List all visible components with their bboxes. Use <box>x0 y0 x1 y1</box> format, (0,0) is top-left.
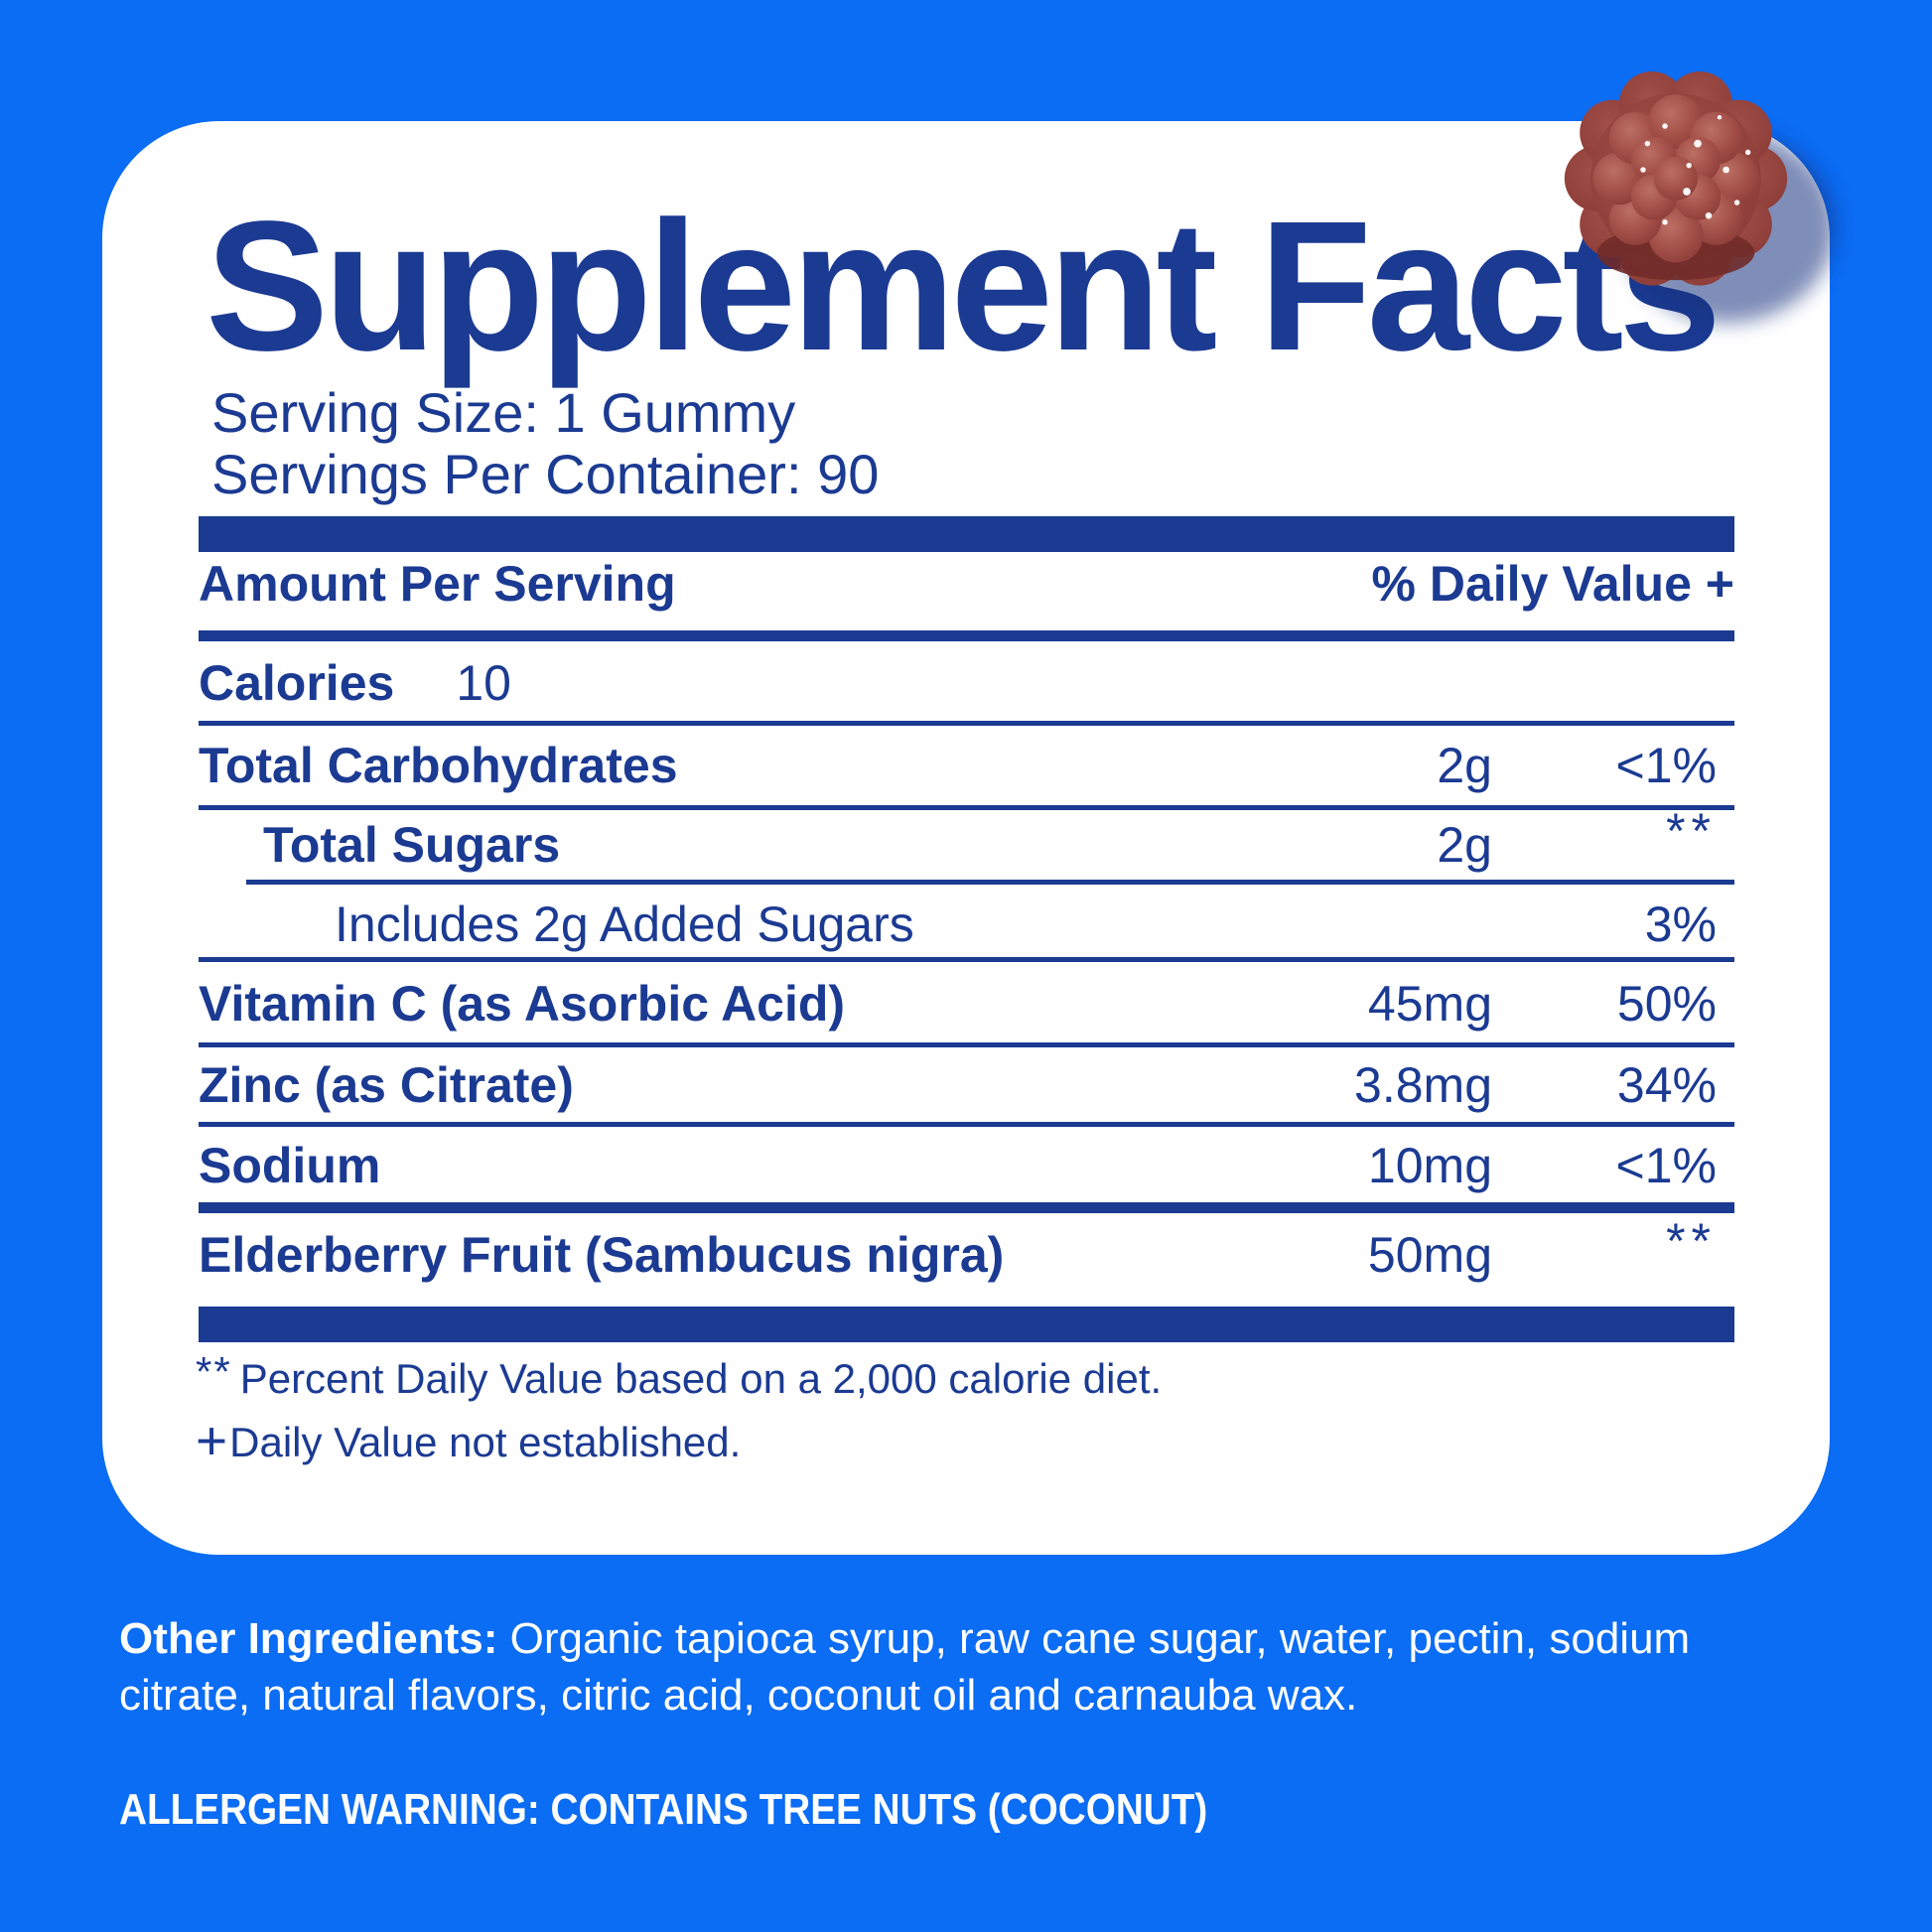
header-divider-bar <box>199 630 1734 641</box>
row-divider <box>199 1122 1734 1127</box>
row-added-sugars: Includes 2g Added Sugars <box>335 897 914 952</box>
row-calories: Calories 10 <box>199 655 511 711</box>
table-bottom-bar <box>199 1307 1734 1342</box>
row-elderberry: Elderberry Fruit (Sambucus nigra) <box>199 1227 1005 1283</box>
zinc-dv: 34% <box>1616 1057 1717 1113</box>
carbs-amount: 2g <box>1437 738 1492 793</box>
added-sugars-dv: 3% <box>1644 897 1717 952</box>
sugars-dv: ** <box>1666 803 1717 859</box>
row-divider <box>246 880 1734 885</box>
serving-info: Serving Size: 1 Gummy Servings Per Conta… <box>211 382 879 505</box>
vitamin-c-amount: 45mg <box>1367 976 1492 1032</box>
row-total-sugars: Total Sugars <box>263 817 561 873</box>
servings-per-container-line: Servings Per Container: 90 <box>211 443 880 505</box>
footnote-daily-value: ** Percent Daily Value based on a 2,000 c… <box>196 1348 1163 1402</box>
other-ingredients: Other Ingredients: Organic tapioca syrup… <box>119 1610 1698 1724</box>
elderberry-dv: ** <box>1666 1213 1717 1269</box>
row-divider <box>199 721 1734 726</box>
elderberry-amount: 50mg <box>1367 1227 1492 1283</box>
sodium-divider-bar <box>199 1202 1734 1213</box>
sodium-dv: <1% <box>1615 1138 1717 1193</box>
table-row: Zinc (as Citrate) 3.8mg 34% <box>199 1059 1734 1117</box>
sodium-amount: 10mg <box>1367 1138 1492 1193</box>
row-divider <box>199 805 1734 810</box>
table-row: Total Carbohydrates 2g <1% <box>199 740 1734 797</box>
header-daily-value: % Daily Value + <box>1371 556 1734 612</box>
table-row: Elderberry Fruit (Sambucus nigra) 50mg *… <box>199 1215 1734 1287</box>
gummy-sparkles <box>1640 115 1751 225</box>
row-total-carbohydrates: Total Carbohydrates <box>199 738 678 793</box>
raspberry-gummy-svg <box>1564 71 1836 323</box>
serving-size-line: Serving Size: 1 Gummy <box>211 381 796 444</box>
table-row: Includes 2g Added Sugars 3% <box>199 898 1734 956</box>
table-row: Calories 10 <box>199 657 1734 715</box>
table-row: Total Sugars 2g ** <box>199 805 1734 877</box>
vitamin-c-dv: 50% <box>1616 976 1717 1032</box>
table-row: Vitamin C (as Asorbic Acid) 45mg 50% <box>199 978 1734 1035</box>
other-ingredients-label: Other Ingredients: <box>119 1614 498 1663</box>
header-amount-per-serving: Amount Per Serving <box>199 556 676 612</box>
row-vitamin-c: Vitamin C (as Asorbic Acid) <box>199 976 846 1032</box>
other-ingredients-text: Organic tapioca syrup, raw cane sugar, w… <box>119 1614 1691 1720</box>
carbs-dv: <1% <box>1615 738 1717 793</box>
allergen-warning: ALLERGEN WARNING: CONTAINS TREE NUTS (CO… <box>119 1785 1208 1834</box>
footnote-asterisks: ** <box>196 1348 232 1395</box>
calories-value: 10 <box>456 655 511 711</box>
row-divider <box>199 1042 1734 1047</box>
table-header-row: Amount Per Serving % Daily Value + <box>199 558 1734 616</box>
table-top-bar <box>199 516 1734 552</box>
row-divider <box>199 957 1734 962</box>
raspberry-gummy-image <box>1534 38 1862 345</box>
row-sodium: Sodium <box>199 1138 381 1193</box>
footnote-plus: + <box>196 1410 228 1471</box>
footnote-not-established: +Daily Value not established. <box>196 1410 742 1471</box>
page-title: Supplement Facts <box>206 184 1722 389</box>
table-row: Sodium 10mg <1% <box>199 1140 1734 1197</box>
row-zinc: Zinc (as Citrate) <box>199 1057 574 1113</box>
zinc-amount: 3.8mg <box>1354 1057 1492 1113</box>
gummy-bumps <box>1592 94 1759 263</box>
sugars-amount: 2g <box>1437 817 1492 873</box>
